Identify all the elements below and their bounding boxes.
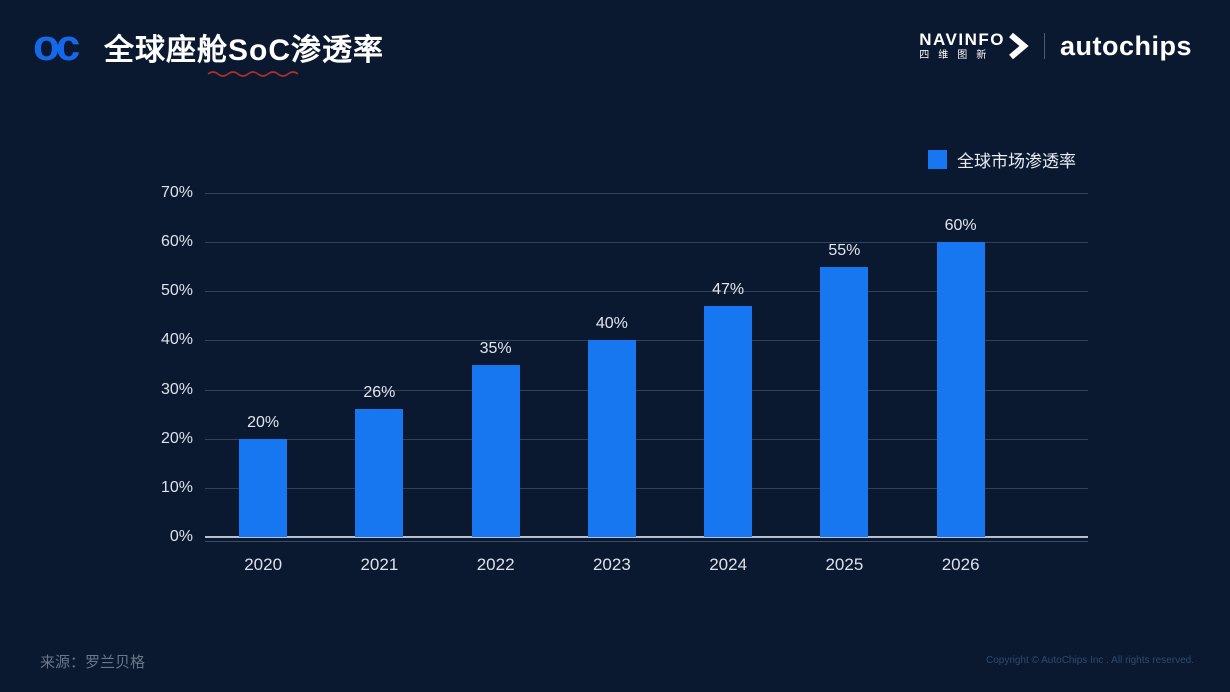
x-axis-category-label: 2023 (592, 555, 631, 574)
y-axis-tick-label: 70% (160, 184, 193, 201)
autochips-logo: autochips (1059, 30, 1192, 61)
gridline (205, 340, 1088, 342)
chart-legend: 全球市场渗透率 (928, 147, 1076, 172)
bar (239, 438, 288, 537)
gridline (205, 242, 1088, 244)
y-axis-tick-label: 10% (160, 478, 193, 496)
y-axis-tick-label: 30% (160, 380, 193, 398)
gridline (205, 389, 1088, 391)
navinfo-cn-text: 四维图新 (919, 50, 996, 61)
bar-value-label: 26% (363, 384, 396, 402)
navinfo-logo: NAVINFO 四维图新 (919, 30, 1029, 62)
red-squiggle-underline (207, 71, 299, 77)
brand-divider (1043, 33, 1045, 59)
bar-value-label: 47% (712, 281, 745, 299)
bar (704, 306, 753, 537)
bar (587, 340, 636, 537)
bar-value-label: 35% (479, 340, 512, 357)
x-axis-subline (205, 541, 1088, 542)
brand-lockup: NAVINFO 四维图新 autochips (919, 30, 1192, 62)
y-axis-tick-label: 50% (160, 282, 193, 300)
oc-logo: oc (33, 21, 80, 70)
gridline (205, 291, 1088, 293)
bar-value-label: 55% (828, 241, 861, 259)
bar (820, 266, 869, 537)
bar (355, 409, 404, 537)
copyright-note: Copyright © AutoChips Inc . All rights r… (985, 655, 1194, 666)
page-title: 全球座舱SoC渗透率 (104, 34, 384, 67)
legend-color-swatch (928, 150, 947, 169)
gridline (205, 438, 1088, 440)
navinfo-en-text: NAVINFO (919, 30, 1005, 49)
bar-value-label: 60% (944, 217, 977, 235)
x-axis-category-label: 2026 (941, 555, 980, 574)
navinfo-wordmark: NAVINFO 四维图新 (919, 31, 1005, 61)
x-axis-category-label: 2021 (360, 555, 399, 574)
page-title-text: 全球座舱SoC渗透率 (104, 34, 384, 67)
x-axis-category-label: 2022 (476, 555, 515, 574)
source-note: 来源：罗兰贝格 (40, 654, 146, 671)
bar-value-label: 20% (247, 413, 280, 431)
bar-value-label: 40% (595, 315, 628, 333)
bar (936, 242, 985, 537)
y-axis-tick-label: 20% (160, 429, 193, 447)
bar (471, 365, 520, 537)
x-axis-category-label: 2024 (709, 555, 748, 574)
y-axis-tick-label: 40% (160, 331, 193, 349)
gridline (205, 193, 1088, 194)
x-axis-category-label: 2020 (244, 555, 283, 574)
y-axis-tick-label: 60% (160, 233, 193, 251)
x-axis-category-label: 2025 (825, 555, 864, 574)
gridline (205, 487, 1088, 489)
legend-label: 全球市场渗透率 (957, 152, 1076, 171)
y-axis-tick-label: 0% (169, 528, 193, 545)
x-axis-line (205, 536, 1088, 538)
chevron-right-icon (1009, 32, 1029, 60)
